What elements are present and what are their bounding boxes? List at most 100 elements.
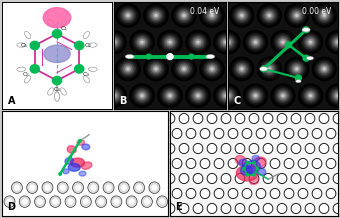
Circle shape <box>313 5 335 26</box>
Circle shape <box>293 12 300 19</box>
Circle shape <box>339 3 340 28</box>
Ellipse shape <box>88 43 97 47</box>
Circle shape <box>30 65 39 73</box>
Circle shape <box>193 174 203 184</box>
Circle shape <box>98 121 102 124</box>
Circle shape <box>207 174 217 184</box>
Circle shape <box>333 37 340 47</box>
Circle shape <box>253 174 255 176</box>
Circle shape <box>35 196 46 207</box>
Circle shape <box>103 31 125 53</box>
Circle shape <box>235 174 245 184</box>
Circle shape <box>289 115 305 130</box>
Circle shape <box>270 83 296 108</box>
Text: C₆: C₆ <box>21 43 28 48</box>
Circle shape <box>209 64 219 73</box>
Circle shape <box>248 34 264 50</box>
Circle shape <box>87 3 113 28</box>
Circle shape <box>291 143 301 153</box>
Circle shape <box>232 8 248 23</box>
Circle shape <box>249 89 262 102</box>
Circle shape <box>202 6 222 25</box>
Circle shape <box>235 118 245 127</box>
Circle shape <box>206 61 222 77</box>
Ellipse shape <box>256 168 266 175</box>
Circle shape <box>311 110 337 135</box>
Circle shape <box>239 12 245 19</box>
Circle shape <box>327 31 340 53</box>
Circle shape <box>228 158 238 169</box>
Circle shape <box>168 94 172 97</box>
Circle shape <box>118 113 138 132</box>
Circle shape <box>75 65 84 73</box>
Circle shape <box>284 56 309 81</box>
Circle shape <box>257 110 282 135</box>
Circle shape <box>306 91 315 100</box>
Circle shape <box>246 86 265 105</box>
Circle shape <box>222 36 234 48</box>
Circle shape <box>125 119 131 125</box>
Circle shape <box>118 182 129 193</box>
Circle shape <box>104 33 124 51</box>
Circle shape <box>305 203 315 214</box>
Circle shape <box>187 31 209 53</box>
Circle shape <box>153 12 159 19</box>
Circle shape <box>295 121 298 124</box>
Circle shape <box>159 31 181 53</box>
Circle shape <box>244 33 264 51</box>
Circle shape <box>182 121 186 124</box>
Circle shape <box>210 67 214 70</box>
Ellipse shape <box>24 76 31 83</box>
Circle shape <box>148 61 164 77</box>
Circle shape <box>211 66 217 72</box>
Circle shape <box>171 56 197 81</box>
Circle shape <box>30 185 35 190</box>
Circle shape <box>187 85 209 106</box>
Circle shape <box>199 3 225 28</box>
Circle shape <box>191 36 204 48</box>
Circle shape <box>305 174 315 184</box>
Circle shape <box>315 60 334 78</box>
Ellipse shape <box>44 45 70 63</box>
Circle shape <box>115 56 141 81</box>
Circle shape <box>321 119 327 125</box>
Circle shape <box>137 185 141 190</box>
Circle shape <box>330 34 340 50</box>
Text: D: D <box>7 202 15 212</box>
Circle shape <box>146 60 166 78</box>
Circle shape <box>90 60 110 78</box>
Circle shape <box>193 113 203 124</box>
Circle shape <box>94 9 106 22</box>
Circle shape <box>238 121 242 124</box>
Ellipse shape <box>306 56 313 60</box>
Circle shape <box>273 33 292 51</box>
Circle shape <box>59 173 61 175</box>
Circle shape <box>89 112 111 133</box>
Circle shape <box>113 41 116 44</box>
Circle shape <box>109 91 119 100</box>
Circle shape <box>101 30 127 54</box>
Circle shape <box>320 11 329 20</box>
Circle shape <box>221 91 231 100</box>
Circle shape <box>298 30 323 54</box>
Circle shape <box>68 199 73 204</box>
Circle shape <box>69 156 71 159</box>
Circle shape <box>177 116 190 129</box>
Circle shape <box>182 14 186 17</box>
Circle shape <box>136 36 149 48</box>
Circle shape <box>309 41 312 44</box>
Circle shape <box>206 63 218 75</box>
Circle shape <box>239 66 245 72</box>
Circle shape <box>118 60 138 78</box>
Ellipse shape <box>239 159 248 166</box>
Circle shape <box>326 128 336 139</box>
Circle shape <box>201 5 223 26</box>
Circle shape <box>190 88 206 103</box>
Circle shape <box>230 6 250 25</box>
Circle shape <box>235 64 245 73</box>
Circle shape <box>205 6 224 25</box>
Circle shape <box>284 3 309 28</box>
Circle shape <box>126 196 137 207</box>
Ellipse shape <box>240 166 253 175</box>
Circle shape <box>218 34 234 50</box>
